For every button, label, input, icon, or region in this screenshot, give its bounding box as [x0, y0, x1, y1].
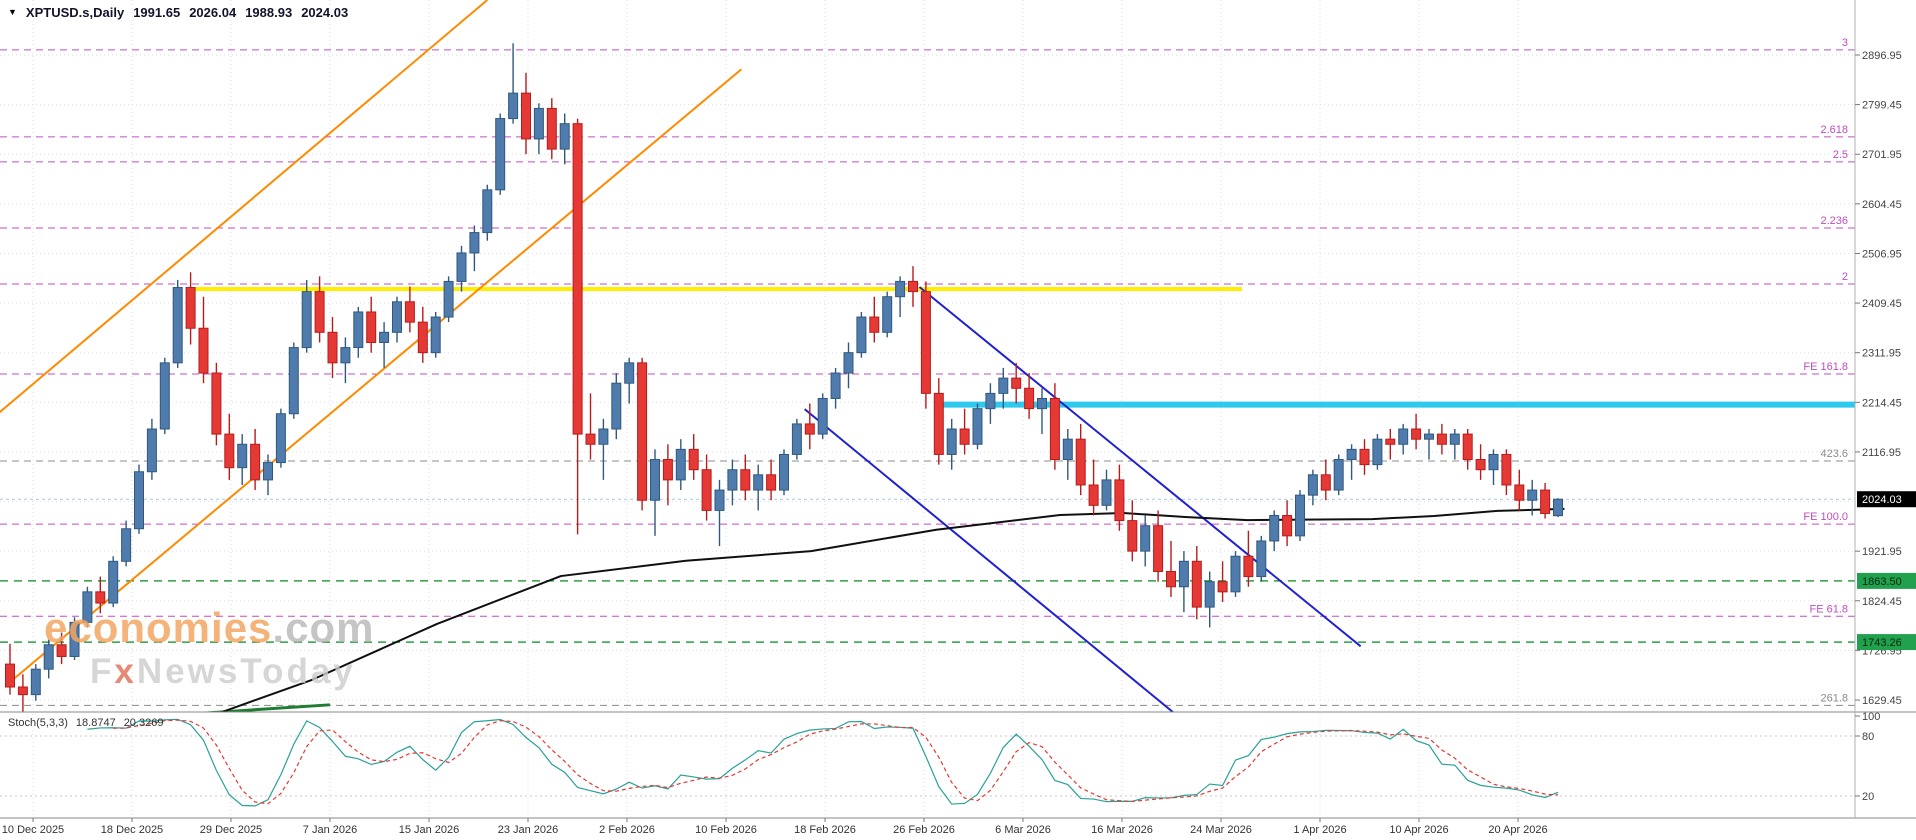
svg-text:1824.45: 1824.45: [1862, 596, 1902, 608]
indicator-name: Stoch(5,3,3): [8, 717, 68, 729]
symbol-info-bar: ▼ XPTUSD.s,Daily 1991.65 2026.04 1988.93…: [8, 5, 348, 20]
indicator-value-main: 18.8747: [75, 717, 116, 729]
svg-text:2 Feb 2026: 2 Feb 2026: [599, 824, 655, 836]
svg-text:2409.45: 2409.45: [1862, 298, 1902, 310]
svg-text:2701.95: 2701.95: [1862, 149, 1902, 161]
trend-lines: [0, 0, 1362, 712]
support-lines: [0, 580, 1855, 643]
svg-text:2.618: 2.618: [1820, 124, 1848, 136]
svg-text:1629.45: 1629.45: [1862, 695, 1902, 707]
svg-text:24 Mar 2026: 24 Mar 2026: [1190, 824, 1252, 836]
svg-text:18 Dec 2025: 18 Dec 2025: [101, 824, 163, 836]
svg-text:FE 161.8: FE 161.8: [1803, 361, 1848, 373]
stochastic-main-line: [87, 718, 1559, 807]
ascending-channel-lower: [11, 68, 743, 681]
svg-text:2116.95: 2116.95: [1862, 447, 1901, 459]
svg-text:FE 100.0: FE 100.0: [1803, 511, 1848, 523]
stochastic-signal-line: [113, 719, 1559, 805]
moving-average-line: [219, 507, 1565, 712]
svg-text:2.5: 2.5: [1833, 149, 1848, 161]
fib-level-lines: 3 2.618 2.5 2.236 2 FE 161.8 423.6 FE 100.0 FE 6…: [0, 37, 1855, 706]
time-axis[interactable]: 10 Dec 2025 18 Dec 2025 29 Dec 2025 7 Jan 2…: [2, 818, 1548, 836]
ascending-channel-upper: [0, 0, 488, 413]
indicator-label: Stoch(5,3,3) 18.8747 20.3269: [8, 717, 163, 729]
svg-text:7 Jan 2026: 7 Jan 2026: [303, 824, 357, 836]
svg-text:6 Mar 2026: 6 Mar 2026: [995, 824, 1051, 836]
current-price-badge: 2024.03: [1857, 491, 1916, 508]
price-low: 1988.93: [245, 5, 293, 20]
svg-text:18 Feb 2026: 18 Feb 2026: [794, 824, 856, 836]
svg-text:26 Feb 2026: 26 Feb 2026: [893, 824, 955, 836]
svg-text:2799.45: 2799.45: [1862, 100, 1902, 112]
price-high: 2026.04: [189, 5, 237, 20]
svg-text:2: 2: [1842, 271, 1848, 283]
candlestick-series: [5, 43, 1563, 712]
svg-text:423.6: 423.6: [1820, 448, 1848, 460]
svg-text:2604.45: 2604.45: [1862, 199, 1902, 211]
svg-text:29 Dec 2025: 29 Dec 2025: [200, 824, 262, 836]
svg-text:2311.95: 2311.95: [1862, 348, 1901, 360]
svg-text:20: 20: [1862, 791, 1874, 803]
descending-channel-lower: [804, 408, 1175, 712]
svg-text:1743.26: 1743.26: [1862, 637, 1902, 649]
svg-text:15 Jan 2026: 15 Jan 2026: [399, 824, 460, 836]
svg-text:80: 80: [1862, 731, 1874, 743]
svg-text:FE 61.8: FE 61.8: [1809, 603, 1848, 615]
svg-text:10 Apr 2026: 10 Apr 2026: [1389, 824, 1448, 836]
svg-text:100: 100: [1862, 711, 1880, 723]
descending-channel-upper: [918, 286, 1362, 648]
svg-text:3: 3: [1842, 37, 1848, 49]
svg-text:2024.03: 2024.03: [1862, 494, 1902, 506]
svg-text:20 Apr 2026: 20 Apr 2026: [1488, 824, 1547, 836]
panel-frame: [0, 0, 1916, 819]
svg-text:2.236: 2.236: [1820, 215, 1848, 227]
svg-text:1921.95: 1921.95: [1862, 546, 1902, 558]
svg-text:10 Feb 2026: 10 Feb 2026: [695, 824, 757, 836]
svg-text:2506.95: 2506.95: [1862, 248, 1902, 260]
price-close: 2024.03: [301, 5, 349, 20]
svg-text:10 Dec 2025: 10 Dec 2025: [2, 824, 64, 836]
symbol-dropdown-icon[interactable]: ▼: [8, 7, 17, 17]
svg-text:1863.50: 1863.50: [1862, 576, 1902, 588]
svg-text:2214.45: 2214.45: [1862, 397, 1902, 409]
price-open: 1991.65: [133, 5, 181, 20]
green-level-badge: 1743.26: [1857, 634, 1916, 651]
svg-text:16 Mar 2026: 16 Mar 2026: [1091, 824, 1153, 836]
indicator-value-signal: 20.3269: [123, 717, 164, 729]
svg-text:1 Apr 2026: 1 Apr 2026: [1293, 824, 1346, 836]
green-level-badge: 1863.50: [1857, 572, 1916, 589]
svg-text:261.8: 261.8: [1820, 692, 1848, 704]
indicator-scale: 100 80 20: [1855, 711, 1880, 803]
svg-text:23 Jan 2026: 23 Jan 2026: [498, 824, 559, 836]
symbol-name: XPTUSD.s,Daily: [25, 5, 125, 20]
svg-text:2896.95: 2896.95: [1862, 50, 1902, 62]
